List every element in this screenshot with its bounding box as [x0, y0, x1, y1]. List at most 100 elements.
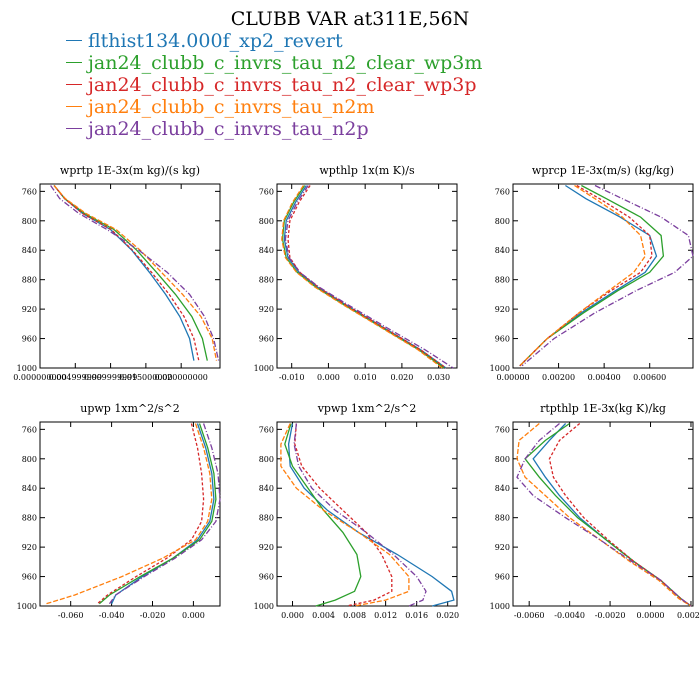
x-tick-label: -0.0060: [514, 611, 545, 620]
series-line: [53, 185, 218, 361]
series-line: [524, 422, 692, 607]
y-tick-label: 920: [495, 543, 510, 552]
legend-swatch: [66, 61, 82, 63]
x-tick-label: 0.009999999: [84, 373, 137, 382]
y-tick-label: 880: [495, 276, 510, 285]
legend-item: jan24_clubb_c_invrs_tau_n2p: [66, 118, 482, 140]
legend: flthist134.000f_xp2_revert jan24_clubb_c…: [66, 30, 482, 140]
x-tick-label: 0.0020: [677, 611, 700, 620]
series-line: [281, 185, 445, 369]
legend-item: jan24_clubb_c_invrs_tau_n2_clear_wp3m: [66, 52, 482, 74]
y-tick-label: 800: [495, 217, 510, 226]
x-tick-label: 0.00400: [588, 373, 621, 382]
series-line: [50, 185, 220, 361]
y-tick-label: 920: [22, 543, 37, 552]
panel-title: wprtp 1E-3x(m kg)/(s kg): [60, 164, 200, 177]
series-line: [108, 423, 221, 605]
x-tick-label: 0.012: [374, 611, 397, 620]
x-tick-label: 0.004: [312, 611, 335, 620]
x-tick-label: 0.020: [436, 611, 459, 620]
plot-frame: [276, 421, 458, 607]
y-tick-label: 840: [495, 484, 510, 493]
y-tick-label: 760: [259, 187, 274, 196]
y-tick-label: 800: [495, 455, 510, 464]
series-line: [284, 423, 362, 607]
x-tick-label: 0.020: [390, 373, 413, 382]
x-tick-label: 0.030: [427, 373, 450, 382]
x-tick-label: -0.010: [279, 373, 305, 382]
y-tick-label: 920: [495, 305, 510, 314]
legend-label: jan24_clubb_c_invrs_tau_n2_clear_wp3m: [88, 52, 483, 74]
plot-frame: [512, 183, 694, 369]
x-tick-label: 0.015000000: [119, 373, 172, 382]
legend-label: flthist134.000f_xp2_revert: [88, 30, 343, 52]
panel-title: wpthlp 1x(m K)/s: [319, 164, 415, 177]
y-tick-label: 1000: [490, 364, 510, 373]
series-line: [53, 185, 200, 361]
y-tick-label: 760: [259, 425, 274, 434]
x-tick-label: -0.020: [140, 611, 166, 620]
panel-title: wprcp 1E-3x(m/s) (kg/kg): [532, 164, 674, 177]
x-tick-label: 0.00200: [542, 373, 575, 382]
series-line: [516, 423, 692, 607]
series-line: [287, 423, 455, 607]
series-line: [516, 423, 692, 607]
x-tick-label: 0.000: [182, 611, 205, 620]
chart-main-title: CLUBB VAR at311E,56N: [230, 8, 470, 30]
legend-label: jan24_clubb_c_invrs_tau_n2_clear_wp3p: [88, 74, 477, 96]
series-line: [284, 185, 454, 369]
plot-frame: [39, 421, 221, 607]
series-line: [519, 184, 665, 367]
legend-swatch: [66, 105, 82, 107]
y-tick-label: 840: [495, 246, 510, 255]
legend-label: jan24_clubb_c_invrs_tau_n2m: [88, 96, 375, 118]
series-line: [96, 423, 205, 605]
y-tick-label: 760: [495, 425, 510, 434]
legend-item: jan24_clubb_c_invrs_tau_n2m: [66, 96, 482, 118]
x-tick-label: 0.00000: [496, 373, 529, 382]
y-tick-label: 880: [259, 514, 274, 523]
series-line: [283, 185, 447, 369]
y-tick-label: 1000: [254, 364, 274, 373]
x-tick-label: 0.000: [281, 611, 304, 620]
y-tick-label: 840: [259, 246, 274, 255]
x-tick-label: 0.000000000: [13, 373, 66, 382]
y-tick-label: 840: [22, 484, 37, 493]
y-tick-label: 920: [22, 305, 37, 314]
series-line: [280, 423, 410, 607]
series-line: [98, 423, 217, 605]
y-tick-label: 1000: [17, 364, 37, 373]
y-tick-label: 1000: [490, 602, 510, 611]
y-tick-label: 800: [22, 455, 37, 464]
panel-title: rtpthlp 1E-3x(kg K)/kg: [540, 402, 666, 415]
y-tick-label: 760: [22, 425, 37, 434]
series-line: [294, 423, 393, 607]
x-tick-label: 0.0000: [637, 611, 665, 620]
series-line: [287, 185, 447, 369]
series-line: [293, 423, 427, 607]
legend-item: jan24_clubb_c_invrs_tau_n2_clear_wp3p: [66, 74, 482, 96]
y-tick-label: 960: [495, 335, 510, 344]
y-tick-label: 800: [259, 217, 274, 226]
x-tick-label: 0.016: [405, 611, 428, 620]
series-line: [519, 184, 646, 367]
x-tick-label: 0.008: [343, 611, 366, 620]
plot-frame: [276, 183, 458, 369]
panel-title: vpwp 1xm^2/s^2: [317, 402, 417, 415]
y-tick-label: 840: [259, 484, 274, 493]
y-tick-label: 880: [495, 514, 510, 523]
legend-label: jan24_clubb_c_invrs_tau_n2p: [88, 118, 369, 140]
x-tick-label: 0.00600: [633, 373, 666, 382]
y-tick-label: 1000: [17, 602, 37, 611]
y-tick-label: 800: [259, 455, 274, 464]
y-tick-label: 1000: [254, 602, 274, 611]
series-line: [548, 423, 692, 607]
x-tick-label: 0.000: [317, 373, 340, 382]
legend-swatch: [66, 127, 82, 129]
y-tick-label: 920: [259, 543, 274, 552]
x-tick-label: -0.0020: [595, 611, 626, 620]
y-tick-label: 760: [22, 187, 37, 196]
legend-swatch: [66, 39, 82, 41]
series-line: [53, 185, 195, 361]
panel-title: upwp 1xm^2/s^2: [80, 402, 180, 415]
